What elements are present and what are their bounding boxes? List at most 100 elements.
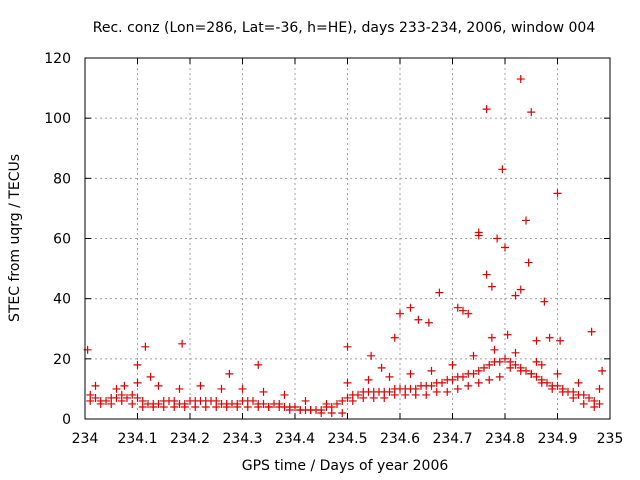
- data-point: [553, 381, 562, 390]
- data-point: [259, 387, 268, 396]
- data-point: [133, 360, 142, 369]
- data-point: [327, 408, 336, 417]
- data-point: [482, 270, 491, 279]
- data-point: [149, 402, 158, 411]
- data-point: [540, 297, 549, 306]
- data-point: [532, 372, 541, 381]
- data-point: [275, 402, 284, 411]
- x-tick-label: 234.2: [170, 431, 210, 447]
- data-point: [532, 357, 541, 366]
- x-tick-label: 234.5: [327, 431, 367, 447]
- data-point: [448, 375, 457, 384]
- data-point: [569, 393, 578, 402]
- data-point: [406, 369, 415, 378]
- data-point: [133, 378, 142, 387]
- x-tick-label: 234.3: [222, 431, 262, 447]
- data-point: [498, 165, 507, 174]
- data-point: [180, 402, 189, 411]
- y-tick-label: 40: [53, 292, 71, 308]
- data-point: [107, 399, 116, 408]
- data-point: [527, 369, 536, 378]
- data-point: [154, 381, 163, 390]
- data-point: [369, 393, 378, 402]
- data-point: [590, 402, 599, 411]
- data-point: [487, 282, 496, 291]
- data-point: [459, 372, 467, 381]
- data-point: [396, 309, 404, 318]
- y-tick-label: 80: [53, 171, 71, 187]
- data-point: [516, 366, 525, 375]
- data-point: [553, 189, 562, 198]
- data-point: [532, 336, 541, 345]
- data-point: [480, 363, 488, 372]
- data-point: [128, 390, 137, 399]
- data-point: [427, 381, 436, 390]
- data-point: [364, 375, 373, 384]
- data-point: [464, 381, 473, 390]
- data-point: [503, 330, 512, 339]
- data-point: [178, 339, 187, 348]
- data-point: [254, 360, 263, 369]
- data-point: [225, 369, 234, 378]
- data-point: [501, 354, 509, 363]
- data-point: [141, 342, 150, 351]
- data-point: [249, 396, 257, 405]
- data-point: [102, 396, 110, 405]
- data-point: [390, 390, 399, 399]
- data-point: [506, 363, 515, 372]
- data-point: [406, 303, 415, 312]
- data-point: [424, 318, 433, 327]
- y-axis-label: STEC from uqrg / TECUs: [7, 154, 23, 322]
- y-tick-label: 100: [44, 111, 71, 127]
- data-point: [490, 345, 499, 354]
- data-point: [264, 402, 273, 411]
- plot-frame: [84, 57, 611, 420]
- data-point: [511, 360, 520, 369]
- data-point: [385, 372, 394, 381]
- x-tick-label: 234: [72, 431, 99, 447]
- y-tick-label: 0: [62, 412, 71, 428]
- data-point: [487, 333, 496, 342]
- data-point: [432, 387, 441, 396]
- data-point: [495, 372, 504, 381]
- data-point: [280, 390, 289, 399]
- data-point: [254, 402, 263, 411]
- data-point: [222, 402, 231, 411]
- data-point: [196, 381, 205, 390]
- data-point: [233, 402, 242, 411]
- data-point: [128, 399, 137, 408]
- x-tick-label: 234.6: [380, 431, 420, 447]
- data-points: [83, 75, 607, 417]
- data-point: [587, 327, 596, 336]
- data-point: [474, 378, 483, 387]
- data-point: [524, 258, 533, 267]
- data-point: [579, 390, 588, 399]
- data-point: [301, 396, 310, 405]
- data-point: [133, 393, 142, 402]
- data-point: [354, 390, 362, 399]
- data-point: [537, 378, 546, 387]
- data-point: [595, 384, 604, 393]
- data-point: [427, 366, 436, 375]
- data-point: [243, 402, 252, 411]
- data-point: [343, 378, 352, 387]
- x-tick-label: 235: [597, 431, 624, 447]
- data-point: [170, 402, 179, 411]
- data-point: [91, 381, 100, 390]
- data-point: [367, 351, 376, 360]
- data-point: [322, 399, 331, 408]
- data-point: [343, 342, 352, 351]
- data-point: [338, 396, 347, 405]
- x-axis-label: GPS time / Days of year 2006: [242, 458, 449, 474]
- data-point: [485, 360, 494, 369]
- data-point: [212, 402, 221, 411]
- x-tick-label: 234.9: [537, 431, 577, 447]
- data-point: [579, 399, 588, 408]
- data-point: [448, 360, 457, 369]
- data-point: [317, 408, 326, 417]
- data-point: [238, 384, 247, 393]
- data-point: [291, 402, 299, 411]
- data-point: [548, 384, 557, 393]
- data-point: [348, 396, 357, 405]
